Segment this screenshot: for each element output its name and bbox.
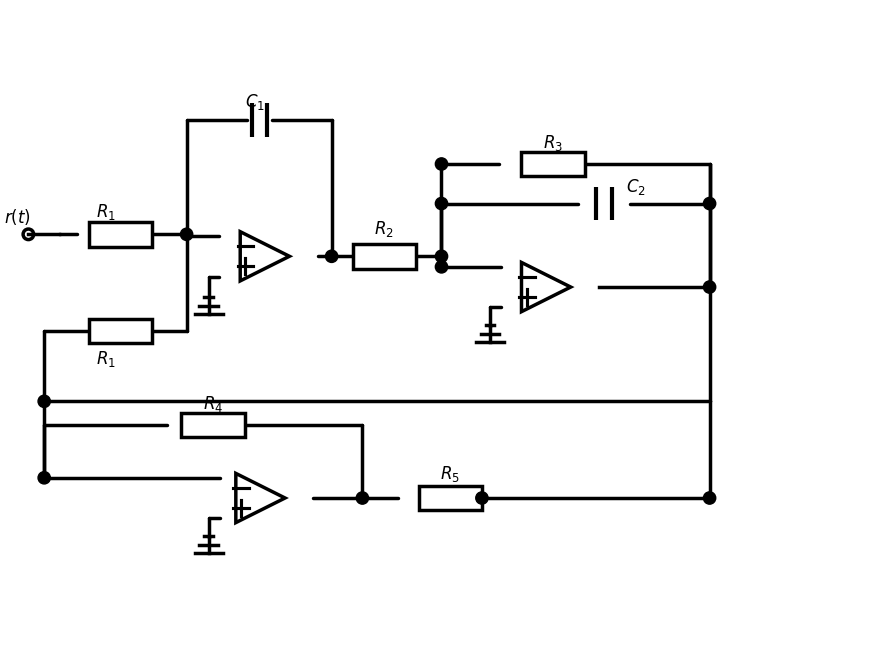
Text: $R_5$: $R_5$: [441, 463, 460, 484]
Circle shape: [326, 250, 338, 262]
Circle shape: [704, 197, 716, 210]
Circle shape: [704, 281, 716, 293]
Circle shape: [704, 492, 716, 504]
Bar: [352, 244, 416, 269]
Text: $C_1$: $C_1$: [245, 92, 265, 112]
Bar: [419, 486, 482, 510]
Circle shape: [476, 492, 488, 504]
Bar: [89, 222, 153, 247]
Bar: [522, 152, 585, 176]
Circle shape: [38, 395, 50, 408]
Bar: [181, 412, 245, 438]
Circle shape: [435, 250, 448, 262]
Text: $R_3$: $R_3$: [543, 133, 563, 153]
Text: $r(t)$: $r(t)$: [4, 207, 31, 227]
Text: $C_2$: $C_2$: [626, 177, 646, 197]
Bar: [89, 318, 153, 344]
Circle shape: [435, 158, 448, 170]
Circle shape: [356, 492, 368, 504]
Circle shape: [180, 228, 192, 240]
Circle shape: [38, 471, 50, 484]
Text: $R_1$: $R_1$: [95, 350, 116, 369]
Text: $R_1$: $R_1$: [95, 202, 116, 222]
Text: $R_2$: $R_2$: [374, 219, 395, 240]
Circle shape: [435, 197, 448, 210]
Circle shape: [435, 261, 448, 273]
Text: $R_4$: $R_4$: [203, 395, 223, 414]
